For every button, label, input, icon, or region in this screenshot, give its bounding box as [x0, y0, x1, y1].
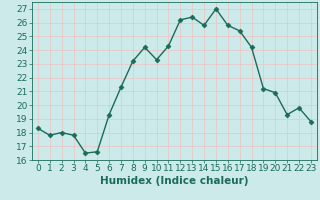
X-axis label: Humidex (Indice chaleur): Humidex (Indice chaleur) — [100, 176, 249, 186]
